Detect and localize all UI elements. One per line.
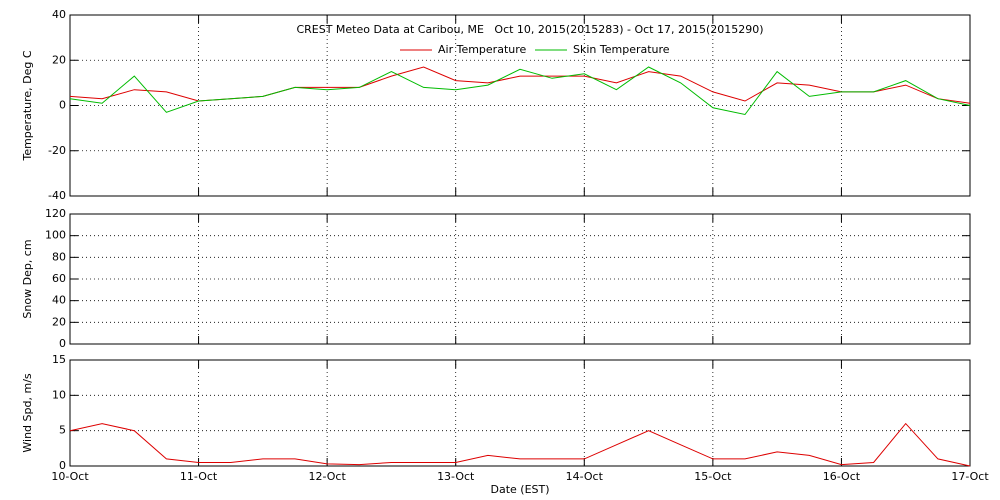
- x-axis-label: Date (EST): [490, 483, 549, 496]
- series-line: [69, 66, 971, 104]
- plot-frame: [69, 213, 971, 345]
- chart-title: CREST Meteo Data at Caribou, ME Oct 10, …: [296, 23, 763, 36]
- y-tick-label: 20: [52, 315, 66, 328]
- x-tick-label: 14-Oct: [566, 470, 604, 483]
- y-tick-label: 5: [59, 424, 66, 437]
- y-tick-label: -40: [48, 189, 66, 202]
- y-axis-label: Temperature, Deg C: [21, 50, 34, 161]
- legend-label: Air Temperature: [438, 43, 527, 56]
- y-axis-label: Snow Dep, cm: [21, 239, 34, 318]
- y-tick-label: 60: [52, 272, 66, 285]
- x-tick-label: 17-Oct: [951, 470, 989, 483]
- y-tick-label: 0: [59, 337, 66, 350]
- x-tick-label: 11-Oct: [180, 470, 218, 483]
- x-tick-label: 10-Oct: [51, 470, 89, 483]
- x-tick-label: 15-Oct: [694, 470, 732, 483]
- y-tick-label: 20: [52, 53, 66, 66]
- x-tick-label: 16-Oct: [823, 470, 861, 483]
- series-line: [69, 422, 971, 467]
- y-tick-label: 15: [52, 353, 66, 366]
- x-tick-label: 12-Oct: [308, 470, 346, 483]
- y-tick-label: 80: [52, 250, 66, 263]
- y-tick-label: 40: [52, 8, 66, 21]
- y-tick-label: 40: [52, 294, 66, 307]
- x-tick-label: 13-Oct: [437, 470, 475, 483]
- plot-frame: [69, 359, 971, 467]
- y-tick-label: 120: [45, 207, 66, 220]
- series-line: [69, 66, 971, 116]
- y-axis-label: Wind Spd, m/s: [21, 373, 34, 453]
- y-tick-label: 100: [45, 229, 66, 242]
- y-tick-label: 10: [52, 388, 66, 401]
- y-tick-label: -20: [48, 144, 66, 157]
- legend-label: Skin Temperature: [573, 43, 670, 56]
- y-tick-label: 0: [59, 459, 66, 472]
- y-tick-label: 0: [59, 99, 66, 112]
